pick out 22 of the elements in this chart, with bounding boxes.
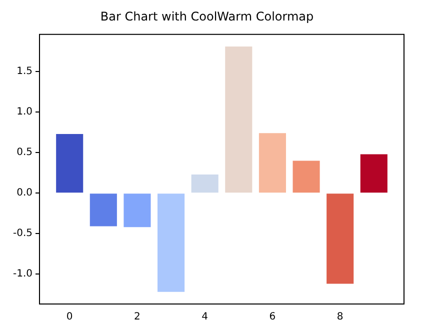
x-tick-label: 8 — [336, 312, 344, 323]
bar — [90, 194, 117, 226]
bar — [56, 134, 84, 193]
y-tick-label: 1.0 — [16, 106, 33, 118]
bar — [158, 194, 185, 292]
y-tick-label: -1.0 — [12, 268, 33, 280]
y-tick-label: -0.5 — [12, 228, 33, 240]
bar — [292, 160, 320, 193]
bar — [360, 154, 388, 193]
bar — [225, 46, 252, 193]
x-tick-label: 2 — [134, 312, 140, 323]
y-tick-label: 1.5 — [16, 66, 33, 78]
x-tick-label: 0 — [66, 312, 73, 323]
bar — [191, 174, 218, 193]
y-tick-label: 0.5 — [16, 147, 33, 158]
x-tick-label: 6 — [269, 312, 276, 323]
chart-title: Bar Chart with CoolWarm Colormap — [100, 9, 314, 24]
bar — [326, 194, 354, 284]
y-tick-label: 0.0 — [16, 188, 33, 199]
bar — [258, 133, 286, 193]
bar — [124, 194, 151, 228]
x-tick-label: 4 — [202, 312, 208, 323]
